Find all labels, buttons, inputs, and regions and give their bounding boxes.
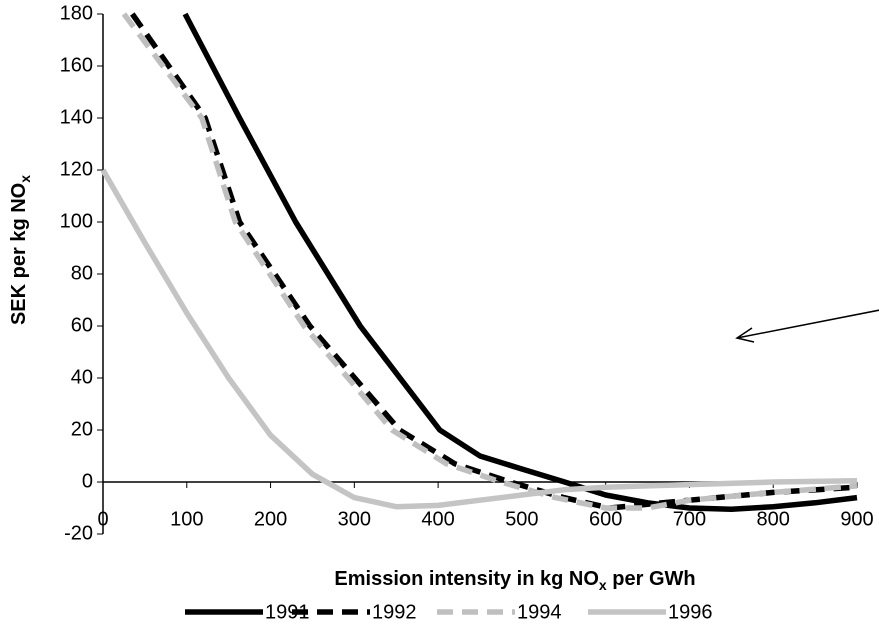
y-tick-label: 100 <box>60 210 93 232</box>
x-title-part: Emission intensity in kg NO <box>334 568 599 590</box>
y-tick-label: -20 <box>64 522 93 544</box>
x-tick-label: 300 <box>338 508 371 530</box>
x-tick-label: 100 <box>170 508 203 530</box>
y-tick-label: 120 <box>60 158 93 180</box>
y-tick-label: 180 <box>60 2 93 24</box>
x-tick-label: 500 <box>505 508 538 530</box>
arrow-head <box>735 327 755 343</box>
y-tick-label: 0 <box>82 470 93 492</box>
x-title-sub: x <box>599 577 607 593</box>
y-title-sub: x <box>17 175 33 183</box>
x-title-part: per GWh <box>607 568 696 590</box>
y-tick-label: 140 <box>60 106 93 128</box>
y-tick-label: 20 <box>71 418 93 440</box>
x-tick-label: 600 <box>589 508 622 530</box>
x-tick-label: 800 <box>757 508 790 530</box>
x-axis-title: Emission intensity in kg NOx per GWh <box>334 568 695 592</box>
legend-label: 1996 <box>668 601 713 623</box>
series-line <box>130 12 858 511</box>
series-line <box>121 12 858 511</box>
x-tick-label: 400 <box>421 508 454 530</box>
y-title-part: SEK per kg NO <box>8 183 30 325</box>
y-tick-label: 80 <box>71 262 93 284</box>
y-axis-title: SEK per kg NOx <box>8 175 32 325</box>
legend-label: 1994 <box>517 601 562 623</box>
legend-label: 1991 <box>265 601 310 623</box>
annotation-arrow <box>736 309 879 339</box>
legend-label: 1992 <box>372 601 417 623</box>
x-tick-label: 700 <box>673 508 706 530</box>
x-tick-label: 0 <box>97 508 108 530</box>
y-tick-label: 40 <box>71 366 93 388</box>
x-tick-label: 900 <box>840 508 873 530</box>
series-line <box>100 168 858 510</box>
y-tick-label: 60 <box>71 314 93 336</box>
series-line <box>182 12 858 513</box>
x-tick-label: 200 <box>254 508 287 530</box>
y-tick-label: 160 <box>60 54 93 76</box>
